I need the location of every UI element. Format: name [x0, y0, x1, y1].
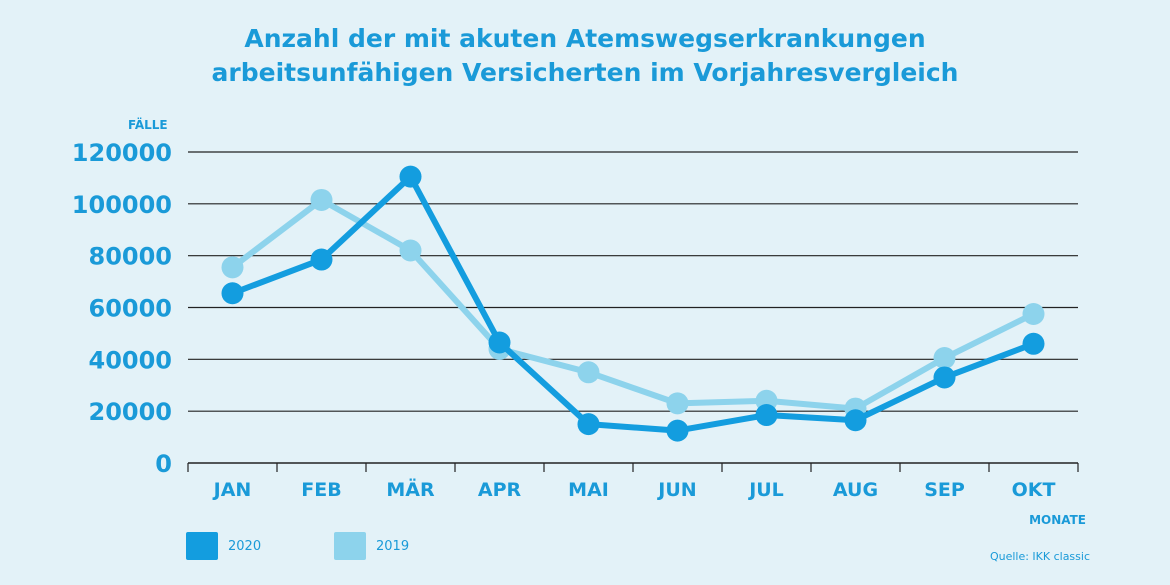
x-tick-label: APR — [478, 479, 522, 501]
x-tick-label: JUN — [656, 479, 696, 501]
data-point-2019 — [577, 361, 600, 384]
x-tick-label: JAN — [212, 479, 252, 501]
y-tick-label: 120000 — [72, 139, 172, 167]
data-point-2020 — [310, 248, 333, 271]
x-tick-label: AUG — [833, 479, 878, 501]
x-tick-label: SEP — [924, 479, 965, 501]
data-point-2020 — [933, 366, 956, 389]
legend-swatch-2019 — [334, 532, 366, 560]
y-axis-label: FÄLLE — [128, 117, 168, 132]
data-point-2020 — [844, 409, 867, 432]
legend-item-2019: 2019 — [334, 532, 409, 560]
data-point-2020 — [488, 331, 511, 354]
x-tick-label: MÄR — [386, 477, 435, 501]
y-tick-labels: 0 20000 40000 60000 80000 100000 120000 — [72, 139, 172, 478]
data-point-2020 — [755, 404, 778, 427]
series-line-2019 — [229, 196, 1037, 412]
data-point-2019 — [399, 239, 422, 262]
grid-lines — [187, 151, 1079, 472]
data-point-2020 — [577, 413, 600, 436]
x-tick-label: FEB — [301, 479, 341, 501]
legend-label-2020: 2020 — [228, 538, 262, 554]
data-point-2019 — [933, 347, 956, 370]
y-tick-label: 60000 — [89, 295, 173, 323]
legend-label-2019: 2019 — [376, 538, 410, 554]
data-point-2020 — [221, 282, 244, 305]
series-layer — [221, 165, 1045, 442]
series-line-2020 — [229, 173, 1037, 434]
data-point-2020 — [1022, 332, 1045, 355]
y-tick-label: 0 — [155, 450, 172, 478]
y-tick-label: 80000 — [89, 243, 173, 271]
y-tick-label: 40000 — [89, 346, 173, 374]
y-tick-label: 20000 — [89, 398, 173, 426]
data-point-2019 — [666, 392, 689, 415]
x-axis-label: MONATE — [1029, 513, 1086, 527]
x-tick-label: MAI — [568, 479, 609, 501]
data-point-2020 — [666, 419, 689, 442]
legend-item-2020: 2020 — [186, 532, 261, 560]
chart-title: Anzahl der mit akuten Atemswegserkrankun… — [0, 22, 1170, 90]
legend-swatch-2020 — [186, 532, 218, 560]
data-point-2019 — [310, 188, 333, 211]
data-point-2020 — [399, 165, 422, 188]
x-tick-label: JUL — [747, 479, 784, 501]
data-point-2019 — [221, 256, 244, 279]
y-tick-label: 100000 — [72, 191, 172, 219]
chart-title-line-2: arbeitsunfähigen Versicherten im Vorjahr… — [211, 58, 959, 87]
chart-title-line-1: Anzahl der mit akuten Atemswegserkrankun… — [244, 24, 926, 53]
x-tick-label: OKT — [1012, 479, 1056, 501]
data-point-2019 — [1022, 302, 1045, 325]
x-tick-labels: JAN FEB MÄR APR MAI JUN JUL AUG SEP OKT — [212, 477, 1056, 501]
source-note: Quelle: IKK classic — [989, 550, 1090, 563]
